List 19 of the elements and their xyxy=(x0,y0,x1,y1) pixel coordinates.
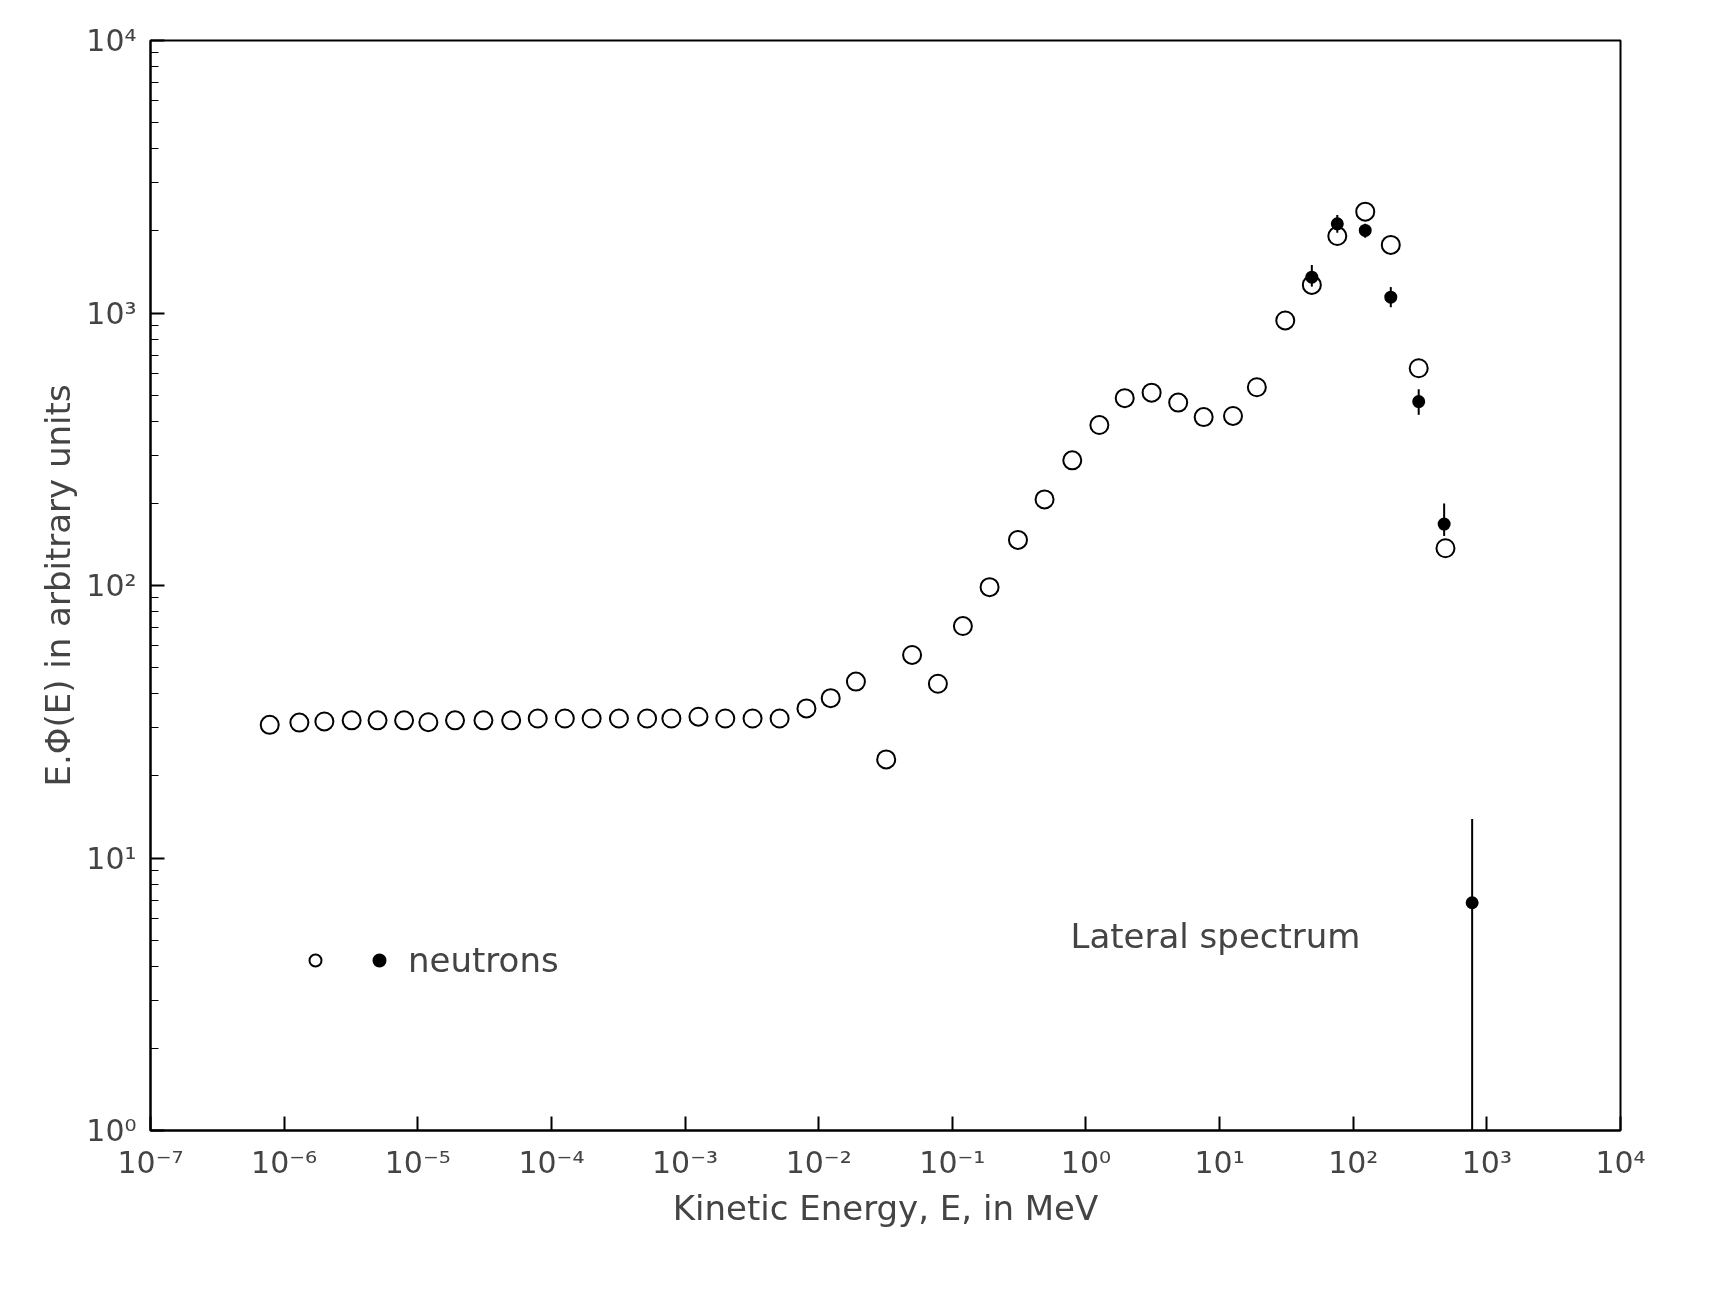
x-tick-label: 10⁻³ xyxy=(652,1144,719,1180)
x-tick-label: 10² xyxy=(1328,1144,1379,1180)
y-axis-title: E.Φ(E) in arbitrary units xyxy=(38,384,79,787)
y-tick-label: 10² xyxy=(86,568,137,603)
x-tick-label: 10¹ xyxy=(1194,1144,1245,1180)
x-tick-label: 10⁻⁵ xyxy=(384,1144,451,1180)
x-tick-label: 10⁻⁴ xyxy=(518,1144,585,1180)
x-axis-title: Kinetic Energy, E, in MeV xyxy=(672,1187,1099,1228)
x-tick-label: 10⁻¹ xyxy=(919,1144,986,1180)
x-tick-label: 10⁰ xyxy=(1060,1144,1112,1180)
x-tick-label: 10³ xyxy=(1461,1144,1512,1180)
legend-label: neutrons xyxy=(408,940,559,980)
y-tick-label: 10⁴ xyxy=(86,23,137,58)
x-tick-label: 10⁻² xyxy=(785,1144,852,1180)
y-tick-label: 10¹ xyxy=(86,840,137,876)
x-tick-label: 10⁴ xyxy=(1595,1144,1646,1180)
y-tick-label: 10³ xyxy=(86,295,137,331)
x-tick-label: 10⁻⁶ xyxy=(251,1144,318,1180)
annotation: Lateral spectrum xyxy=(1070,915,1361,956)
